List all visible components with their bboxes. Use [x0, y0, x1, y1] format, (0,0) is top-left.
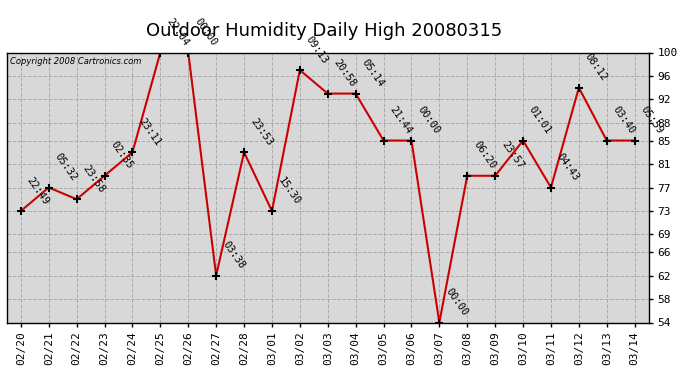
Text: 02:35: 02:35 [109, 140, 135, 171]
Text: Copyright 2008 Cartronics.com: Copyright 2008 Cartronics.com [10, 57, 141, 66]
Text: 06:20: 06:20 [471, 140, 497, 171]
Text: 01:01: 01:01 [527, 105, 553, 136]
Text: 03:40: 03:40 [611, 105, 637, 136]
Text: 09:13: 09:13 [304, 34, 330, 65]
Text: 21:44: 21:44 [388, 105, 414, 136]
Text: 23:11: 23:11 [137, 116, 163, 148]
Text: 00:00: 00:00 [415, 105, 442, 136]
Text: 22:49: 22:49 [25, 175, 51, 206]
Text: 22:04: 22:04 [164, 16, 190, 48]
Text: 23:57: 23:57 [500, 140, 526, 171]
Text: Outdoor Humidity Daily High 20080315: Outdoor Humidity Daily High 20080315 [146, 22, 502, 40]
Text: 23:58: 23:58 [81, 163, 107, 195]
Text: 05:14: 05:14 [360, 57, 386, 89]
Text: 08:12: 08:12 [583, 52, 609, 83]
Text: 00:00: 00:00 [444, 286, 470, 318]
Text: 03:38: 03:38 [220, 240, 246, 271]
Text: 05:32: 05:32 [53, 152, 79, 183]
Text: 15:30: 15:30 [276, 175, 302, 206]
Text: 20:58: 20:58 [332, 57, 358, 89]
Text: 23:53: 23:53 [248, 116, 275, 148]
Text: 00:00: 00:00 [193, 16, 219, 48]
Text: 04:43: 04:43 [555, 152, 581, 183]
Text: 05:59: 05:59 [639, 105, 665, 136]
